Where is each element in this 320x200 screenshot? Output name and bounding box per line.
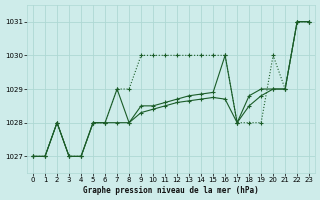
X-axis label: Graphe pression niveau de la mer (hPa): Graphe pression niveau de la mer (hPa) <box>83 186 259 195</box>
